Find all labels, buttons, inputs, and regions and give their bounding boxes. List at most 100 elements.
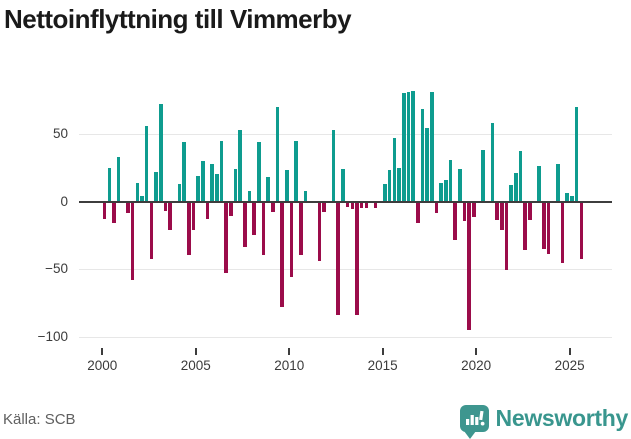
bar-2003Q1 <box>158 104 163 202</box>
bar-2009Q3 <box>280 202 284 307</box>
bar-2004Q3 <box>186 202 191 256</box>
bar-2007Q2 <box>238 129 242 202</box>
bar-2018Q2 <box>443 179 448 202</box>
bar-2022Q4 <box>528 202 532 221</box>
bar-2015Q4 <box>397 167 401 202</box>
bar-2020Q2 <box>481 150 485 202</box>
x-axis-label-2005: 2005 <box>180 358 211 373</box>
bar-2008Q1 <box>252 202 256 235</box>
bar-2015Q3 <box>392 137 397 202</box>
bar-2002Q1 <box>140 196 144 202</box>
bar-2013Q3 <box>355 202 359 315</box>
bar-2010Q3 <box>299 202 303 256</box>
page-title: Nettoinflyttning till Vimmerby <box>4 4 352 34</box>
bar-2019Q3 <box>467 202 471 330</box>
y-axis-label-50: 50 <box>52 125 68 141</box>
bar-2011Q3 <box>317 202 322 261</box>
bar-2025Q1 <box>570 196 574 202</box>
bar-2022Q1 <box>514 173 518 202</box>
bar-2016Q2 <box>406 91 411 202</box>
bar-2016Q4 <box>415 202 420 223</box>
x-axis-label-2025: 2025 <box>554 358 585 373</box>
y-axis-label--100: −100 <box>37 328 68 344</box>
bar-2002Q3 <box>149 202 154 260</box>
bar-2012Q3 <box>336 202 341 315</box>
bar-2011Q4 <box>322 202 327 212</box>
bar-2010Q1 <box>289 202 294 277</box>
bar-2004Q1 <box>177 183 182 202</box>
bar-2015Q1 <box>383 183 387 202</box>
bar-2022Q2 <box>518 151 523 202</box>
bar-2006Q4 <box>229 202 233 217</box>
bar-2013Q4 <box>359 202 364 208</box>
x-axis-tick-2005 <box>194 348 197 355</box>
x-axis-label-2010: 2010 <box>274 358 305 373</box>
bar-2024Q4 <box>565 193 570 202</box>
bar-2018Q4 <box>453 202 457 241</box>
x-axis-tick-2015 <box>381 348 384 355</box>
gridline-50 <box>79 133 612 135</box>
bar-2002Q2 <box>144 125 149 202</box>
bar-2016Q1 <box>401 93 406 202</box>
bar-2015Q2 <box>387 170 392 202</box>
bar-2001Q3 <box>130 202 135 280</box>
bar-2007Q1 <box>233 169 238 202</box>
net-migration-bar-chart: 50 0 −50 −100 2000 2005 2010 2015 2020 2025 <box>37 90 612 373</box>
bar-2003Q3 <box>168 202 172 230</box>
zero-axis-line <box>79 200 612 203</box>
bar-2021Q4 <box>509 185 513 202</box>
bar-2022Q3 <box>523 202 528 250</box>
bar-2007Q4 <box>247 190 252 202</box>
speech-bubble-tail-icon <box>463 430 476 439</box>
bar-2002Q4 <box>154 171 158 202</box>
bar-2000Q1 <box>102 202 107 219</box>
x-axis-label-2000: 2000 <box>87 358 118 373</box>
bar-2014Q3 <box>373 202 378 208</box>
bar-2014Q1 <box>364 202 369 208</box>
bar-2019Q1 <box>458 169 462 202</box>
bar-2004Q4 <box>191 202 196 230</box>
bar-2001Q2 <box>126 202 130 214</box>
bar-2013Q1 <box>345 202 350 207</box>
bar-2005Q3 <box>205 202 210 219</box>
bar-2017Q4 <box>434 202 439 214</box>
bar-2023Q2 <box>537 166 542 202</box>
newsworthy-wordmark: Newsworthy <box>495 404 629 431</box>
bar-2025Q2 <box>574 106 579 202</box>
bar-2009Q4 <box>285 170 289 202</box>
bar-2019Q4 <box>472 202 476 218</box>
newsworthy-icon <box>459 404 489 439</box>
bar-2017Q1 <box>420 109 425 202</box>
bar-2004Q2 <box>182 141 186 202</box>
bar-2024Q2 <box>556 163 560 202</box>
gridline--50 <box>79 269 612 271</box>
x-axis-label-2020: 2020 <box>461 358 492 373</box>
bar-2025Q3 <box>579 202 584 260</box>
bar-2000Q2 <box>107 167 112 202</box>
bar-2005Q4 <box>210 163 214 202</box>
bar-2013Q2 <box>350 202 355 210</box>
x-axis-tick-2025 <box>568 348 571 355</box>
newsworthy-logo: Newsworthy <box>459 401 629 439</box>
bar-2018Q1 <box>439 182 443 202</box>
bar-2010Q4 <box>303 190 308 202</box>
bar-2021Q1 <box>495 202 499 221</box>
y-axis-label--50: −50 <box>45 261 68 277</box>
x-axis-tick-2020 <box>475 348 478 355</box>
bar-2006Q3 <box>224 202 228 273</box>
bar-2016Q3 <box>411 90 415 202</box>
bar-2012Q4 <box>341 169 345 202</box>
bar-2008Q3 <box>261 202 266 256</box>
bar-2012Q2 <box>331 129 336 202</box>
bar-2007Q3 <box>243 202 247 248</box>
bar-2005Q1 <box>196 175 200 202</box>
bar-2003Q2 <box>163 202 168 211</box>
x-axis-label-2015: 2015 <box>367 358 398 373</box>
x-axis-tick-2010 <box>288 348 291 355</box>
y-axis-label-0: 0 <box>60 193 68 209</box>
bar-2019Q2 <box>462 202 467 222</box>
gridline--100 <box>79 336 612 338</box>
bar-2018Q3 <box>448 159 453 202</box>
bar-2021Q2 <box>500 202 504 230</box>
bar-2008Q4 <box>266 177 270 202</box>
